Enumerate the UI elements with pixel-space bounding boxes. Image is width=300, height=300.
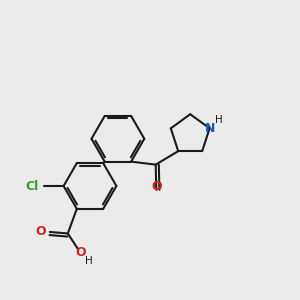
Text: H: H bbox=[215, 115, 223, 125]
Text: N: N bbox=[204, 122, 215, 135]
Text: O: O bbox=[151, 180, 162, 193]
Text: O: O bbox=[36, 226, 46, 238]
Text: H: H bbox=[85, 256, 93, 266]
Text: O: O bbox=[75, 246, 86, 259]
Text: Cl: Cl bbox=[26, 179, 39, 193]
